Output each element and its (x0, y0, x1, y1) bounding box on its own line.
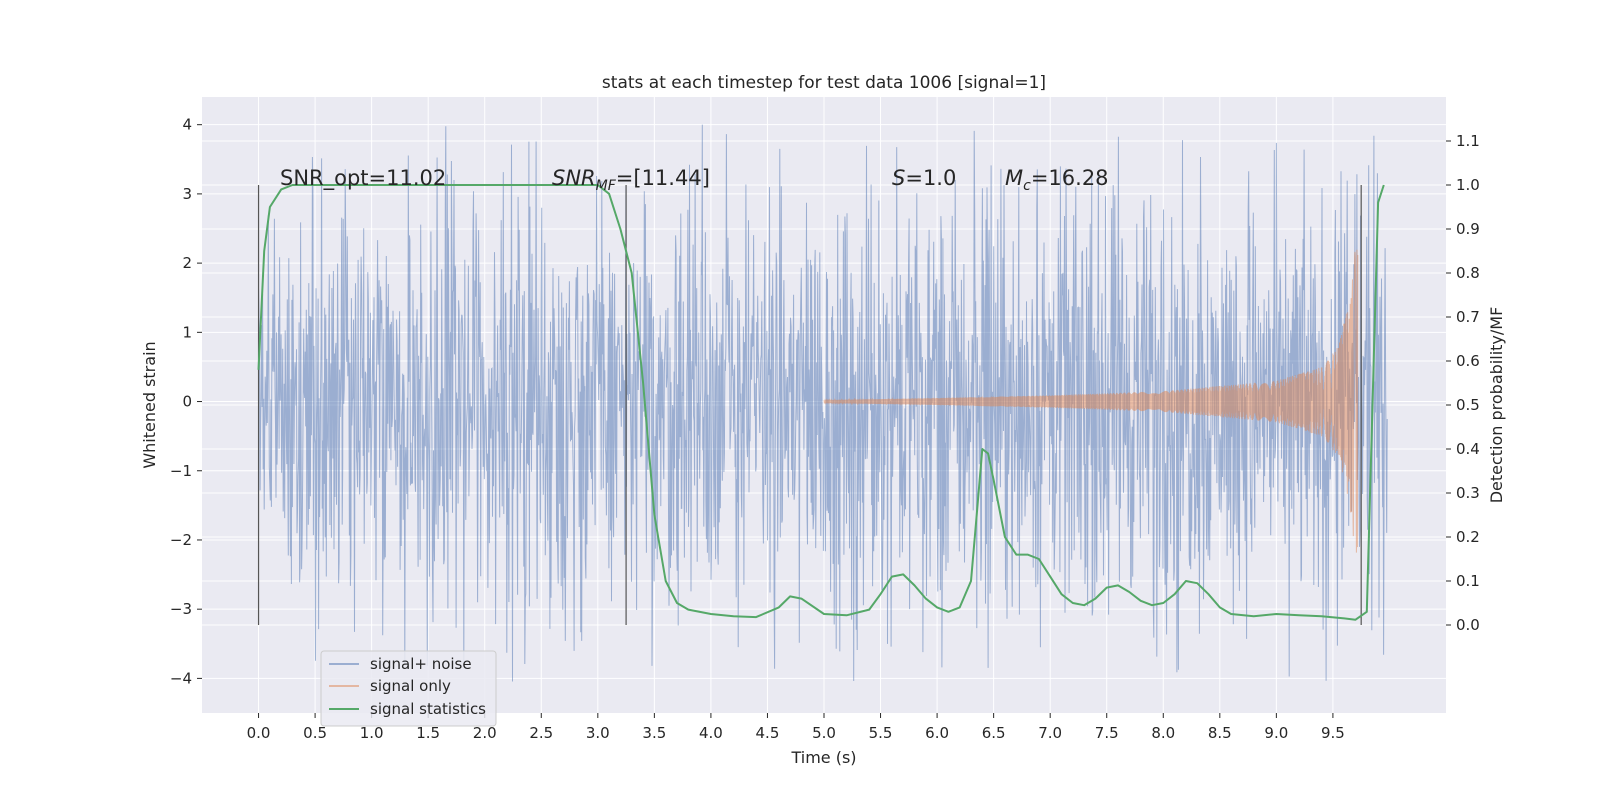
annotation-mc-sub: c (1023, 178, 1031, 194)
x-tick-label: 4.5 (756, 724, 780, 742)
signal-only-line (823, 249, 1359, 553)
y-right-tick-label: 1.1 (1456, 132, 1480, 150)
annotation-s-var: S (892, 166, 905, 190)
x-tick-label: 9.5 (1321, 724, 1345, 742)
x-axis-ticks: 0.0 0.5 1.0 1.5 2.0 2.5 3.0 3.5 4.0 4.5 5.0 5.5 6.0 6… (247, 713, 1345, 742)
y-right-tick-label: 0.9 (1456, 220, 1480, 238)
y-right-tick-label: 0.4 (1456, 440, 1480, 458)
y-right-tick-label: 1.0 (1456, 176, 1480, 194)
annotation-snr-opt: SNR_opt=11.02 (280, 166, 446, 191)
y-left-tick-label: −1 (170, 462, 192, 480)
y-right-tick-label: 0.7 (1456, 308, 1480, 326)
chart-title: stats at each timestep for test data 100… (602, 73, 1046, 93)
y-axis-right-label: Detection probability/MF (1487, 307, 1506, 504)
x-tick-label: 8.0 (1151, 724, 1175, 742)
annotation-mc: Mc=16.28 (1005, 166, 1109, 194)
annotation-mc-var: M (1005, 166, 1023, 190)
annotation-snr-mf-sub: MF (596, 178, 617, 194)
y-right-tick-label: 0.0 (1456, 616, 1480, 634)
x-tick-label: 8.5 (1208, 724, 1232, 742)
y-right-tick-label: 0.8 (1456, 264, 1480, 282)
y-axis-right-ticks: 1.1 1.0 0.9 0.8 0.7 0.6 0.5 0.4 0.3 0.2 0.1 0.0 (1446, 132, 1480, 634)
annotation-mc-value: =16.28 (1031, 166, 1109, 190)
x-tick-label: 5.5 (869, 724, 893, 742)
x-tick-label: 4.0 (699, 724, 723, 742)
legend-label-signal-noise: signal+ noise (370, 655, 472, 673)
y-right-tick-label: 0.3 (1456, 484, 1480, 502)
x-tick-label: 3.0 (586, 724, 610, 742)
legend-label-signal-statistics: signal statistics (370, 700, 486, 718)
y-left-tick-label: −3 (170, 600, 192, 618)
x-axis-label: Time (s) (790, 748, 856, 767)
x-tick-label: 5.0 (812, 724, 836, 742)
y-left-tick-label: 2 (182, 254, 192, 272)
signal-noise-line (258, 124, 1388, 682)
x-tick-label: 9.0 (1264, 724, 1288, 742)
x-tick-label: 7.5 (1095, 724, 1119, 742)
x-tick-label: 1.0 (360, 724, 384, 742)
annotations: SNR_opt=11.02 SNRMF=[11.44] S=1.0 Mc=16.… (280, 166, 1109, 194)
y-left-tick-label: 1 (182, 323, 192, 341)
y-left-tick-label: −4 (170, 669, 192, 687)
y-right-tick-label: 0.1 (1456, 572, 1480, 590)
vertical-markers (257, 185, 1362, 625)
annotation-snr-mf: SNRMF=[11.44] (552, 166, 710, 194)
series-signal-statistics (257, 184, 1385, 621)
y-left-tick-label: 4 (182, 116, 192, 134)
x-tick-label: 7.0 (1038, 724, 1062, 742)
x-tick-label: 1.5 (416, 724, 440, 742)
x-tick-label: 0.0 (247, 724, 271, 742)
x-tick-label: 6.0 (925, 724, 949, 742)
annotation-s: S=1.0 (892, 166, 956, 190)
y-axis-left-label: Whitened strain (140, 341, 159, 468)
x-tick-label: 2.5 (529, 724, 553, 742)
y-right-tick-label: 0.2 (1456, 528, 1480, 546)
legend-box (320, 650, 497, 727)
legend-label-signal-only: signal only (370, 677, 451, 695)
series-signal-only (823, 249, 1359, 553)
x-tick-label: 3.5 (642, 724, 666, 742)
series-signal-noise (258, 124, 1388, 682)
annotation-snr-mf-base: SNR (552, 166, 596, 190)
x-tick-label: 0.5 (303, 724, 327, 742)
y-right-tick-label: 0.6 (1456, 352, 1480, 370)
y-left-tick-label: 3 (182, 185, 192, 203)
signal-statistics-line (257, 184, 1385, 621)
x-tick-label: 2.0 (473, 724, 497, 742)
y-axis-left-ticks: 4 3 2 1 0 −1 −2 −3 −4 (170, 116, 202, 687)
annotation-snr-mf-value: =[11.44] (616, 166, 710, 190)
x-tick-label: 6.5 (982, 724, 1006, 742)
y-left-tick-label: −2 (170, 531, 192, 549)
y-left-tick-label: 0 (182, 393, 192, 411)
annotation-s-value: =1.0 (905, 166, 956, 190)
legend: signal+ noise signal only signal statist… (320, 650, 497, 727)
y-right-tick-label: 0.5 (1456, 396, 1480, 414)
